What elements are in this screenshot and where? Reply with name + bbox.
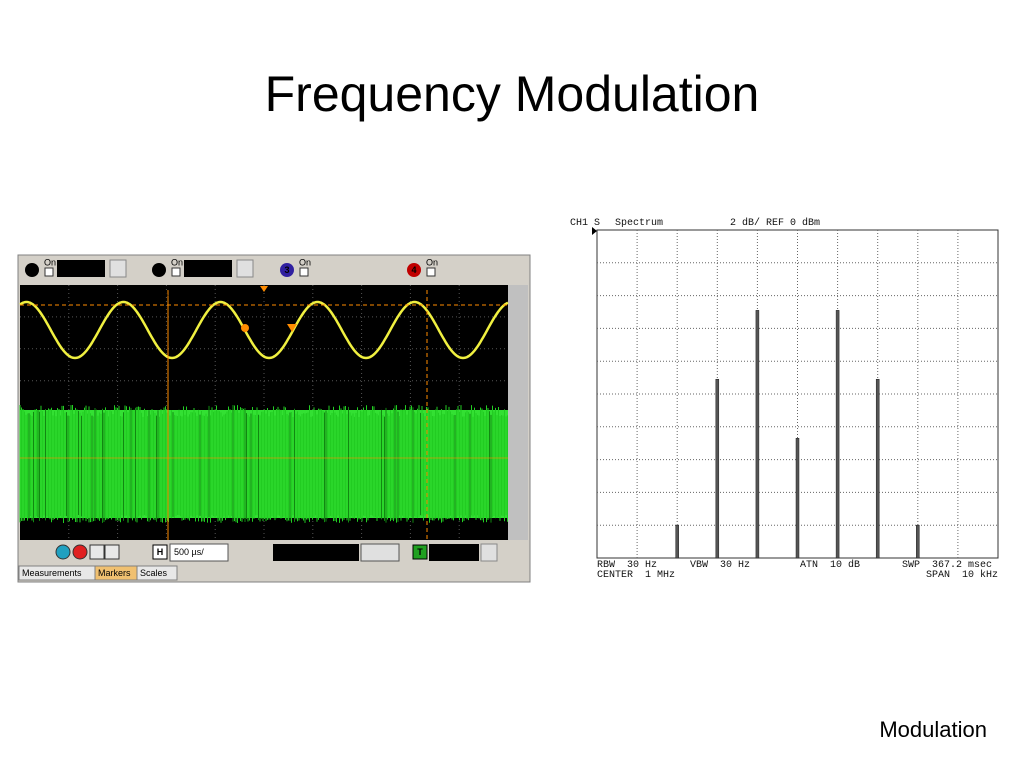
trigger-level: 357 mV	[433, 547, 464, 557]
marker-label: Bx	[421, 524, 432, 534]
spectrum-setting: SWP 367.2 msec	[902, 560, 992, 571]
spectrum-setting: VBW 30 Hz	[690, 560, 750, 571]
tool-button	[104, 544, 120, 560]
slide-title: Frequency Modulation	[265, 66, 760, 122]
delay: 0.0 s	[277, 547, 297, 557]
trigger-spinner	[480, 543, 498, 562]
marker-label: Ax	[162, 287, 173, 297]
tab[interactable]	[136, 565, 178, 581]
tool-button	[89, 544, 105, 560]
spectrum-channel: CH1 S	[570, 218, 600, 229]
trigger-button: T	[417, 547, 423, 557]
channel-number: 2	[156, 265, 161, 275]
spectrum-scale: 2 dB/ REF 0 dBm	[730, 217, 820, 229]
trigger-top	[260, 286, 268, 292]
spectrum-setting: RBW 30 Hz	[597, 560, 657, 571]
spectrum-peak	[675, 524, 679, 559]
channel-button[interactable]	[25, 263, 39, 277]
spectrum-setting: ATN 10 dB	[800, 559, 860, 571]
spectrum-mode: Spectrum	[615, 218, 663, 229]
channel-scale: 1.00 V/	[60, 263, 89, 273]
channel-state: On	[299, 257, 311, 267]
tab-label[interactable]: Scales	[140, 568, 168, 578]
channel-button[interactable]	[152, 263, 166, 277]
spectrum-peak	[916, 524, 920, 559]
channel1-trace	[19, 300, 509, 360]
trigger-mark	[287, 324, 297, 332]
spectrum-setting: SPAN 10 kHz	[926, 569, 998, 581]
ref-marker	[592, 227, 597, 235]
channel-scale: 200 mV/	[187, 263, 221, 273]
scale-spinner	[236, 259, 254, 278]
trigger-field	[429, 544, 479, 561]
channel-number: 3	[284, 265, 289, 275]
t-button	[412, 544, 428, 560]
tab-label[interactable]: Measurements	[22, 568, 82, 578]
channel-checkbox	[171, 267, 181, 277]
channel-state: On	[426, 257, 438, 267]
stop-button[interactable]	[72, 544, 88, 560]
channel-number: 1	[29, 265, 34, 275]
h-button	[152, 544, 168, 560]
spectrum-peak	[875, 378, 880, 559]
delay-field	[273, 544, 359, 561]
tab-label[interactable]: Markers	[98, 568, 131, 578]
channel-button[interactable]	[280, 263, 294, 277]
slide-footer: Modulation	[879, 717, 987, 742]
marker-dot	[241, 324, 249, 332]
run-button[interactable]	[55, 544, 71, 560]
scope-side-strip	[508, 285, 528, 540]
channel-number: 4	[411, 265, 416, 275]
scale-spinner	[109, 259, 127, 278]
spectrum-setting: CENTER 1 MHz	[597, 570, 675, 581]
scale-field	[57, 260, 105, 277]
timebase-field	[169, 543, 229, 562]
delay-buttons	[360, 543, 400, 562]
spectrum-peak	[835, 310, 840, 559]
timebase: 500 µs/	[174, 547, 204, 557]
channel-checkbox	[426, 267, 436, 277]
channel-state: On	[44, 257, 56, 267]
channel-checkbox	[299, 267, 309, 277]
channel-state: On	[171, 257, 183, 267]
spectrum-peak	[715, 378, 720, 559]
scale-field	[184, 260, 232, 277]
spectrum-peak	[795, 438, 800, 559]
channel-button[interactable]	[407, 263, 421, 277]
time-button: H	[157, 547, 164, 557]
spectrum-peak	[755, 310, 760, 559]
channel-checkbox	[44, 267, 54, 277]
